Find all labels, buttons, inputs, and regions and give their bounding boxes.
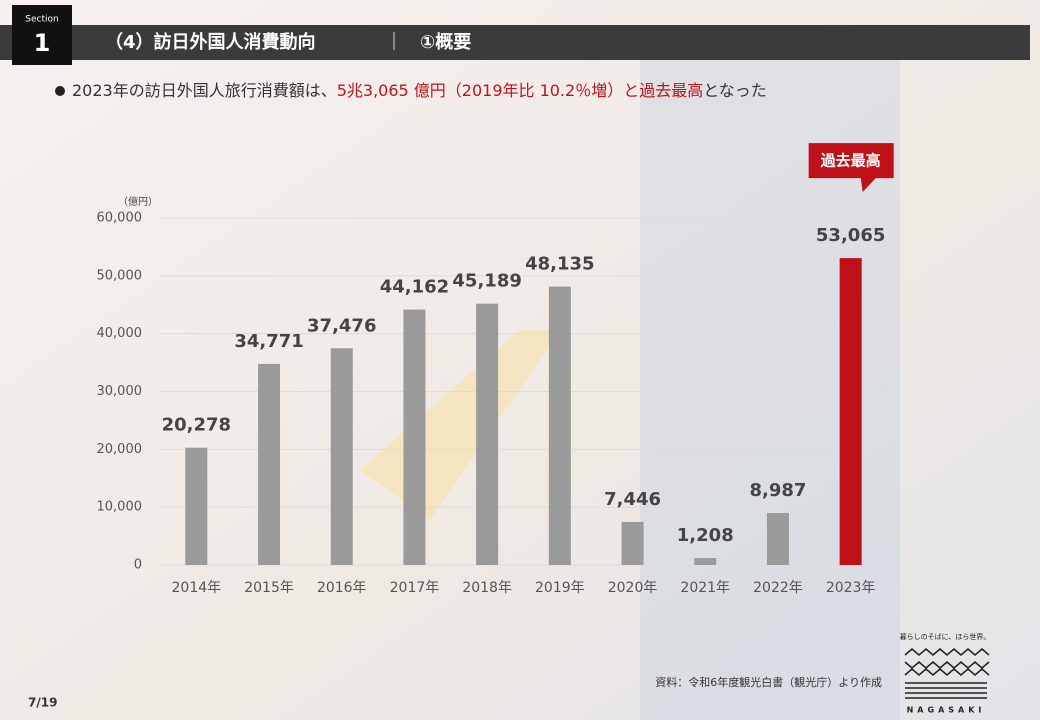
x-tick-label: 2022年 — [753, 580, 803, 596]
x-tick-label: 2015年 — [244, 580, 294, 596]
x-tick-label: 2018年 — [462, 580, 512, 596]
value-label: 20,278 — [162, 415, 231, 436]
source-note: 資料：令和6年度観光白書（観光庁）より作成 — [655, 675, 882, 689]
bar — [766, 513, 789, 565]
bullet-highlight: 5兆3,065 億円（2019年比 10.2％増）と過去最高 — [337, 81, 704, 100]
x-tick-label: 2016年 — [317, 580, 367, 596]
callout-pointer — [860, 177, 877, 193]
bar — [548, 286, 571, 565]
x-tick-label: 2023年 — [826, 580, 876, 596]
bar — [258, 363, 281, 565]
bullet-part: となった — [703, 81, 767, 100]
value-label: 37,476 — [307, 315, 376, 336]
bar — [694, 558, 717, 565]
x-tick-label: 2014年 — [172, 580, 222, 596]
x-tick-label: 2019年 — [535, 580, 585, 596]
bar — [621, 521, 644, 565]
value-label: 45,189 — [452, 271, 521, 292]
logo-mark — [904, 648, 990, 699]
callout-text: 過去最高 — [820, 152, 881, 170]
bullet-dot — [55, 86, 65, 96]
value-label: 48,135 — [525, 254, 594, 275]
value-label: 53,065 — [816, 225, 885, 246]
header-title: （4）訪日外国人消費動向 — [105, 31, 316, 53]
value-label: 8,987 — [749, 480, 806, 501]
y-tick-label: 0 — [134, 558, 142, 573]
value-label: 44,162 — [380, 277, 449, 298]
logo-tagline: 暮らしのそばに、ほら世界。 — [900, 632, 991, 641]
section-box — [12, 5, 72, 65]
y-tick-label: 30,000 — [97, 384, 143, 399]
y-tick-label: 20,000 — [97, 442, 143, 457]
bar — [403, 309, 426, 565]
bullet-text: 2023年の訪日外国人旅行消費額は、5兆3,065 億円（2019年比 10.2… — [72, 81, 767, 100]
bar — [330, 348, 353, 565]
bar — [476, 303, 499, 565]
chart: （億円） 0 10,000 20,000 30,000 40,000 50,000 60,00… — [97, 143, 894, 596]
callout-box — [808, 143, 894, 179]
section-number: 1 — [34, 29, 51, 57]
value-label: 1,208 — [677, 525, 734, 546]
x-tick-label: 2020年 — [608, 580, 658, 596]
y-tick-label: 50,000 — [97, 268, 143, 283]
x-tick-label: 2021年 — [680, 580, 730, 596]
page-number: 7/19 — [28, 696, 57, 710]
x-tick-label: 2017年 — [390, 580, 440, 596]
header-separator: ｜ — [385, 32, 403, 53]
bar — [185, 447, 208, 565]
y-tick-label: 40,000 — [97, 326, 143, 341]
y-axis-unit: （億円） — [118, 195, 158, 208]
bullet-part: 2023年の訪日外国人旅行消費額は、 — [72, 81, 337, 100]
header-bar — [0, 25, 1030, 60]
section-label: Section — [25, 15, 58, 25]
y-tick-label: 60,000 — [97, 211, 143, 226]
y-tick-label: 10,000 — [97, 500, 143, 515]
value-label: 34,771 — [234, 331, 303, 352]
bar — [839, 258, 862, 565]
logo-text: NAGASAKI — [907, 706, 986, 715]
header-subtitle: ①概要 — [420, 31, 471, 53]
value-label: 7,446 — [604, 489, 661, 510]
